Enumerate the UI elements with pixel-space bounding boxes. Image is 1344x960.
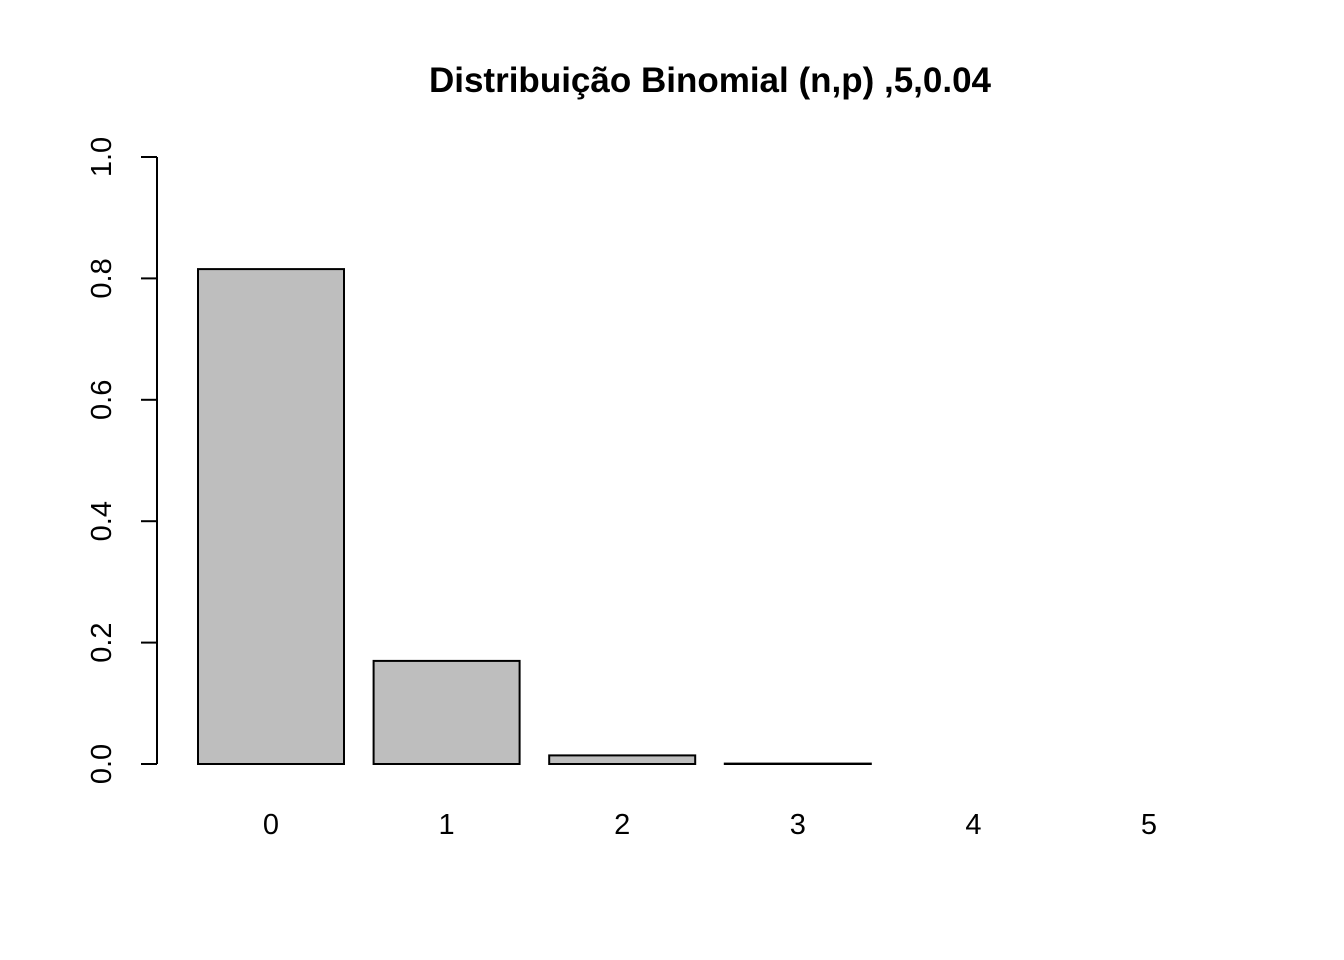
bar-1 xyxy=(374,661,520,764)
x-tick-label-1: 1 xyxy=(439,809,455,841)
y-tick-label-0.2: 0.2 xyxy=(86,622,118,662)
bars-group xyxy=(198,269,871,764)
y-tick-label-0.0: 0.0 xyxy=(86,744,118,784)
x-tick-label-3: 3 xyxy=(790,809,806,841)
y-tick-label-0.4: 0.4 xyxy=(86,501,118,541)
y-tick-label-1.0: 1.0 xyxy=(86,137,118,177)
x-tick-label-0: 0 xyxy=(263,809,279,841)
bar-2 xyxy=(549,755,695,764)
x-tick-label-4: 4 xyxy=(965,809,981,841)
chart-title: Distribuição Binomial (n,p) ,5,0.04 xyxy=(429,61,992,100)
y-axis: 0.0 0.2 0.4 0.6 0.8 1.0 xyxy=(86,137,157,784)
y-tick-label-0.8: 0.8 xyxy=(86,258,118,298)
y-tick-label-0.6: 0.6 xyxy=(86,380,118,420)
bar-0 xyxy=(198,269,344,764)
x-tick-label-5: 5 xyxy=(1141,809,1157,841)
x-tick-label-2: 2 xyxy=(614,809,630,841)
x-axis-labels: 0 1 2 3 4 5 xyxy=(263,809,1157,841)
